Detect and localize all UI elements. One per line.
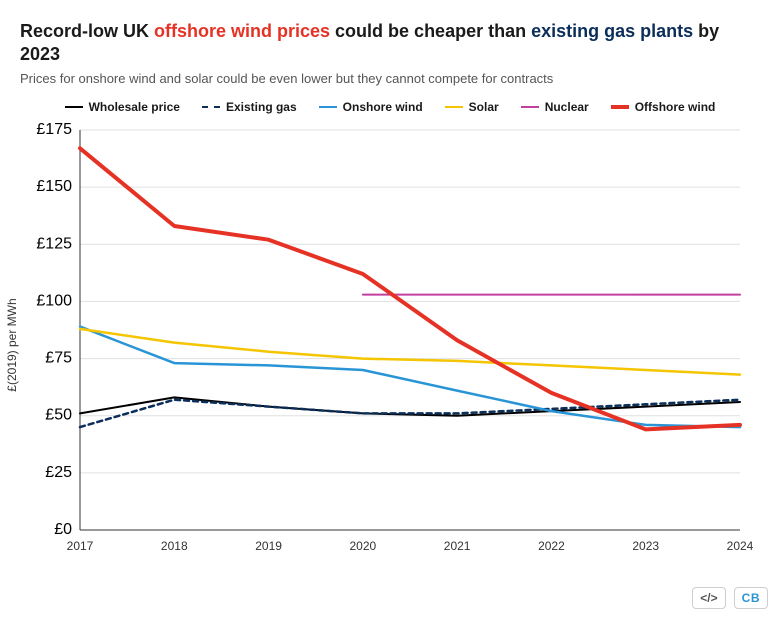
code-icon: </> [700, 591, 717, 605]
legend-item-wholesale[interactable]: Wholesale price [65, 100, 180, 114]
title-prefix: Record-low UK [20, 21, 154, 41]
legend-label: Solar [469, 100, 499, 114]
y-axis-label: £(2019) per MWh [5, 298, 19, 391]
legend-item-nuclear[interactable]: Nuclear [521, 100, 589, 114]
x-tick-label: 2017 [67, 539, 94, 553]
legend-swatch-icon [445, 106, 463, 108]
title-mid: could be cheaper than [330, 21, 531, 41]
x-tick-label: 2023 [632, 539, 659, 553]
y-tick-label: £100 [36, 292, 72, 309]
legend-label: Nuclear [545, 100, 589, 114]
footer-badges: </> CB [692, 587, 768, 609]
legend-label: Existing gas [226, 100, 297, 114]
legend-swatch-icon [202, 106, 220, 108]
legend-item-offshore_wind[interactable]: Offshore wind [611, 100, 716, 114]
title-highlight-red: offshore wind prices [154, 21, 330, 41]
line-chart: £0£25£50£75£100£125£150£1752017201820192… [20, 120, 760, 570]
y-tick-label: £25 [45, 464, 72, 481]
y-tick-label: £150 [36, 178, 72, 195]
series-line-offshore_wind [80, 148, 740, 429]
legend-item-existing_gas[interactable]: Existing gas [202, 100, 297, 114]
chart-container: £(2019) per MWh £0£25£50£75£100£125£150£… [20, 120, 760, 570]
title-highlight-blue: existing gas plants [531, 21, 693, 41]
legend-swatch-icon [611, 105, 629, 109]
chart-subtitle: Prices for onshore wind and solar could … [20, 71, 760, 86]
legend-label: Onshore wind [343, 100, 423, 114]
legend-swatch-icon [521, 106, 539, 108]
x-tick-label: 2024 [727, 539, 754, 553]
y-tick-label: £75 [45, 349, 72, 366]
legend-item-onshore_wind[interactable]: Onshore wind [319, 100, 423, 114]
x-axis: 2017 2018 2019 2020 2021 2022 2023 2024 [67, 539, 754, 553]
x-tick-label: 2018 [161, 539, 188, 553]
legend-swatch-icon [319, 106, 337, 108]
x-tick-label: 2021 [444, 539, 471, 553]
y-tick-label: £125 [36, 235, 72, 252]
y-tick-label: £0 [54, 521, 72, 538]
series-line-solar [80, 329, 740, 375]
legend-label: Offshore wind [635, 100, 716, 114]
x-tick-label: 2020 [350, 539, 377, 553]
y-tick-label: £175 [36, 121, 72, 138]
chart-title: Record-low UK offshore wind prices could… [20, 20, 760, 67]
legend-swatch-icon [65, 106, 83, 108]
embed-code-button[interactable]: </> [692, 587, 725, 609]
x-tick-label: 2022 [538, 539, 565, 553]
legend-label: Wholesale price [89, 100, 180, 114]
legend-item-solar[interactable]: Solar [445, 100, 499, 114]
x-tick-label: 2019 [255, 539, 282, 553]
brand-badge: CB [734, 587, 768, 609]
gridlines: £0 £25 £50 £75 £100 £125 £150 £175 [36, 121, 740, 538]
brand-label: CB [742, 591, 760, 605]
series-line-onshore_wind [80, 326, 740, 427]
chart-legend: Wholesale price Existing gas Onshore wind S… [20, 100, 760, 114]
y-tick-label: £50 [45, 406, 72, 423]
